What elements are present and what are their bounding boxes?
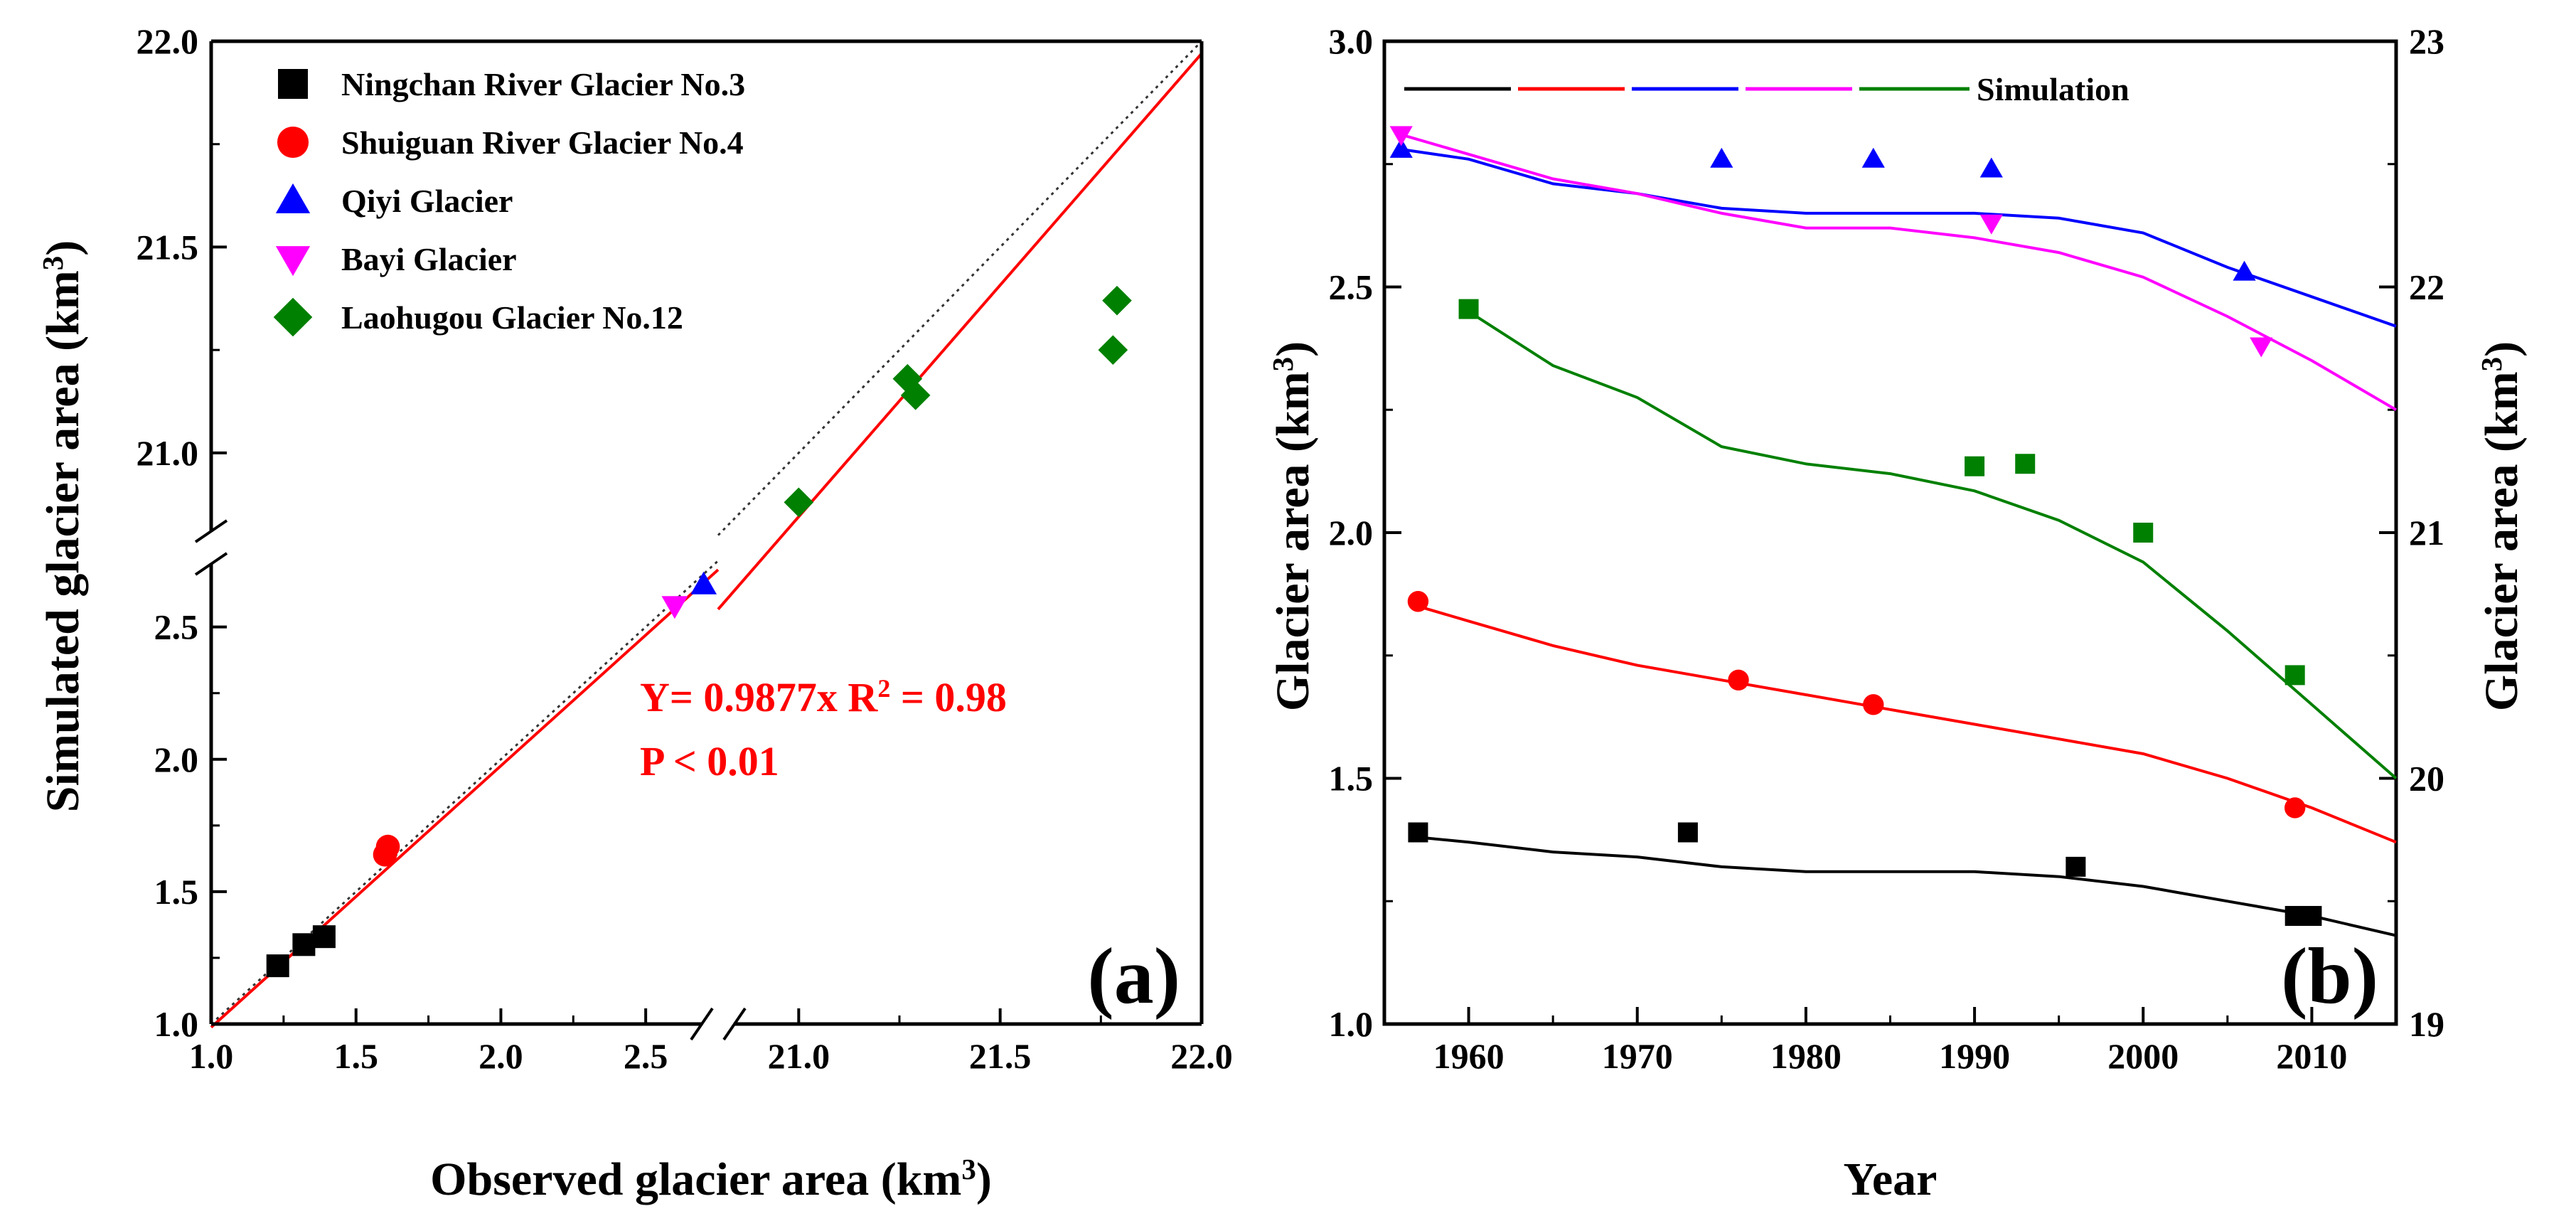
data-point [1098, 335, 1128, 365]
data-point [375, 834, 400, 859]
simulation-line [1418, 836, 2397, 937]
x-tick-label: 22.0 [1170, 1036, 1233, 1076]
panel-label-a: (a) [1087, 932, 1180, 1020]
x-break-mark [722, 1007, 747, 1041]
plot-frame [1382, 39, 2398, 1026]
x-tick-label: 21.5 [969, 1036, 1032, 1076]
y-tick-label: 21.0 [137, 433, 199, 473]
identity-line-upper [717, 40, 1203, 536]
y-tick-label: 2.0 [154, 740, 199, 779]
observation-point [1979, 157, 2003, 178]
y-tick-label: 22.0 [137, 21, 199, 61]
x-tick-label: 2010 [2276, 1036, 2347, 1076]
observation-point [1965, 456, 1985, 476]
observation-point [1458, 299, 1479, 319]
x-axis-label: Observed glacier area (km3) [430, 1153, 992, 1206]
legend-marker [275, 246, 311, 277]
y-tick-label: 1.0 [154, 1004, 199, 1044]
y-tick-label: 21.5 [137, 227, 199, 267]
x-tick-label: 1.5 [333, 1036, 378, 1076]
x-tick-label: 1960 [1433, 1036, 1505, 1076]
x-tick-label: 2000 [2107, 1036, 2179, 1076]
y-left-axis-label: Glacier area (km3) [1267, 341, 1320, 711]
observation-point [2250, 337, 2273, 358]
y-left-tick-label: 2.0 [1329, 513, 1374, 553]
panel-a-scatter: 1.0 1.5 2.0 2.5 21.0 21.5 22.0 1.0 1.5 2.0 2.5 21.0… [37, 21, 1233, 1205]
legend-label: Laohugou Glacier No.12 [341, 299, 683, 336]
data-point [266, 954, 289, 978]
data-point [312, 925, 336, 949]
observation-point [2233, 260, 2256, 281]
y-right-tick-label: 19 [2409, 1004, 2444, 1044]
panel-label-b: (b) [2281, 932, 2378, 1020]
x-tick-label: 21.0 [768, 1036, 830, 1076]
legend-label: Ningchan River Glacier No.3 [341, 66, 745, 102]
fit-equation: Y= 0.9877x R2 = 0.98 [640, 674, 1007, 720]
legend-marker [278, 69, 308, 99]
observation-point [1407, 591, 1429, 612]
y-right-tick-label: 21 [2409, 513, 2444, 553]
x-tick-label: 1970 [1602, 1036, 1673, 1076]
observation-point [1677, 822, 1698, 843]
legend-marker [275, 183, 311, 213]
y-break-mark [194, 519, 228, 543]
x-break-mark [690, 1007, 714, 1041]
y-left-tick-label: 1.0 [1329, 1004, 1374, 1044]
simulation-line [1468, 310, 2398, 780]
data-point [900, 380, 931, 410]
y-right-axis-label: Glacier area (km3) [2476, 341, 2528, 711]
fit-line-upper [717, 53, 1203, 611]
x-tick-label: 1.0 [189, 1036, 234, 1076]
legend-simulation-label: Simulation [1977, 71, 2129, 107]
legend-marker [277, 126, 309, 159]
legend-label: Bayi Glacier [341, 241, 517, 277]
x-tick-label: 1990 [1939, 1036, 2010, 1076]
y-axis-label: Simulated glacier area (km3) [37, 240, 90, 812]
observation-point [2284, 665, 2305, 686]
y-right-tick-label: 22 [2409, 267, 2444, 307]
observation-point [2284, 797, 2306, 819]
x-axis-label: Year [1844, 1153, 1938, 1205]
observation-point [1861, 147, 1885, 168]
data-point [1102, 285, 1132, 316]
observation-point [2015, 454, 2036, 474]
x-tick-label: 1980 [1770, 1036, 1842, 1076]
x-tick-label: 2.0 [479, 1036, 523, 1076]
legend-label: Shuiguan River Glacier No.4 [341, 124, 744, 161]
y-tick-label: 2.5 [154, 607, 199, 647]
observation-point [2065, 856, 2086, 877]
y-left-tick-label: 3.0 [1329, 21, 1374, 61]
observation-point [1979, 214, 2003, 235]
y-break-mark [194, 552, 228, 576]
x-tick-label: 2.5 [624, 1036, 668, 1076]
observation-point [1408, 822, 1428, 843]
observation-point [2302, 905, 2322, 926]
legend-marker [273, 297, 313, 337]
data-point [690, 571, 717, 594]
simulation-line [1401, 148, 2397, 328]
y-right-tick-label: 23 [2409, 21, 2444, 61]
observation-point [1710, 147, 1733, 168]
data-point [292, 933, 316, 956]
y-tick-label: 1.5 [154, 872, 199, 912]
observation-point [1863, 694, 1884, 715]
observation-point [1389, 137, 1413, 158]
y-right-tick-label: 20 [2409, 759, 2444, 799]
observation-point [2133, 523, 2154, 543]
simulation-line [1401, 133, 2398, 412]
legend-label: Qiyi Glacier [341, 183, 513, 219]
simulation-line [1417, 604, 2397, 844]
observation-point [1389, 126, 1413, 146]
y-left-tick-label: 1.5 [1329, 759, 1374, 799]
observation-point [1728, 669, 1749, 691]
data-point [661, 596, 688, 619]
observation-point [2284, 905, 2305, 926]
p-value: P < 0.01 [640, 738, 779, 784]
data-point [784, 487, 814, 518]
panel-b-timeseries: 1960 1970 1980 1990 2000 2010 1.0 1.5 2.0 2.5 3.0 1… [1267, 21, 2528, 1205]
y-left-tick-label: 2.5 [1329, 267, 1374, 307]
